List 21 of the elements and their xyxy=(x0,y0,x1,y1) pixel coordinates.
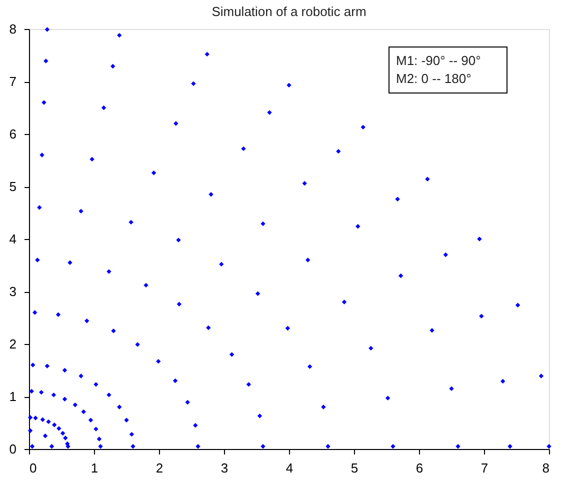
x-tick-label: 5 xyxy=(350,460,358,476)
y-tick-label: 8 xyxy=(9,22,16,36)
annotation: M2: 0 -- 180° xyxy=(396,71,472,86)
x-tick-label: 2 xyxy=(156,460,164,476)
y-tick-label: 5 xyxy=(9,179,16,194)
y-tick-label: 2 xyxy=(9,336,16,352)
x-tick-label: 6 xyxy=(416,460,424,476)
y-tick-label: 6 xyxy=(9,126,16,142)
x-tick-label: 4 xyxy=(286,460,294,476)
x-tick-label: 0 xyxy=(30,460,37,476)
y-tick-label: 0 xyxy=(9,442,16,456)
y-tick-label: 7 xyxy=(9,74,16,89)
y-tick-label: 1 xyxy=(9,389,16,404)
chart-title: Simulation of a robotic arm xyxy=(212,4,366,19)
x-tick-label: 7 xyxy=(480,460,488,476)
annotation: M1: -90° -- 90° xyxy=(396,53,481,68)
y-tick-label: 3 xyxy=(9,284,16,299)
x-tick-label: 1 xyxy=(90,460,98,476)
x-tick-label: 3 xyxy=(220,460,228,476)
y-tick-label: 4 xyxy=(9,232,16,246)
x-tick-label: 8 xyxy=(542,460,550,476)
